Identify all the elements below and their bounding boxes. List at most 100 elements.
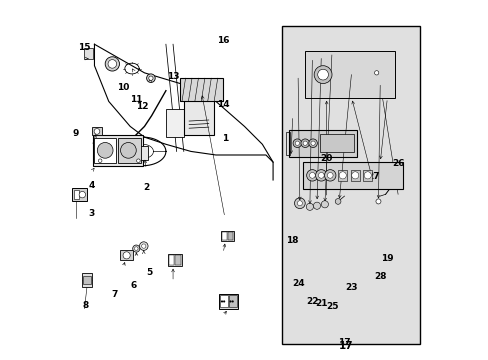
Circle shape <box>229 300 231 302</box>
Text: 6: 6 <box>130 281 137 290</box>
Bar <box>83 48 93 59</box>
Text: 20: 20 <box>320 154 332 163</box>
Circle shape <box>294 198 305 208</box>
Bar <box>139 146 148 160</box>
Bar <box>320 134 353 152</box>
Bar <box>118 138 141 163</box>
Text: 9: 9 <box>72 129 79 138</box>
Text: 3: 3 <box>89 210 95 219</box>
Circle shape <box>374 71 378 75</box>
Text: 14: 14 <box>216 100 229 109</box>
Circle shape <box>123 252 130 259</box>
Bar <box>168 255 174 265</box>
Circle shape <box>315 170 326 181</box>
Text: 17: 17 <box>338 341 353 351</box>
Bar <box>165 109 183 137</box>
Bar <box>220 295 227 307</box>
Bar <box>363 170 371 181</box>
Text: 5: 5 <box>146 268 153 277</box>
Bar <box>338 170 346 181</box>
Text: 24: 24 <box>291 279 304 288</box>
Circle shape <box>300 139 309 148</box>
Bar <box>120 250 133 260</box>
Circle shape <box>313 202 320 209</box>
Text: 13: 13 <box>166 72 179 81</box>
Circle shape <box>375 199 380 204</box>
Circle shape <box>339 172 346 179</box>
Bar <box>93 135 142 166</box>
Bar <box>175 255 181 265</box>
Text: 4: 4 <box>89 181 95 190</box>
Circle shape <box>364 172 370 179</box>
Circle shape <box>335 199 340 204</box>
Bar <box>92 127 102 135</box>
Bar <box>167 254 182 266</box>
Bar <box>227 232 232 240</box>
Circle shape <box>231 300 233 302</box>
Circle shape <box>105 57 119 71</box>
Text: 25: 25 <box>325 302 338 311</box>
Circle shape <box>221 300 223 302</box>
Text: 19: 19 <box>380 254 393 263</box>
Circle shape <box>97 143 113 158</box>
Circle shape <box>136 159 140 162</box>
Text: 17: 17 <box>338 338 350 347</box>
Bar <box>288 130 356 157</box>
Bar <box>83 276 91 284</box>
Bar <box>222 232 227 240</box>
Circle shape <box>295 141 299 145</box>
Bar <box>82 273 92 287</box>
Circle shape <box>305 203 313 210</box>
Text: 28: 28 <box>373 272 386 281</box>
Bar <box>221 231 233 241</box>
Circle shape <box>317 69 328 80</box>
Bar <box>228 295 236 307</box>
Circle shape <box>148 76 153 80</box>
Text: 26: 26 <box>391 159 404 168</box>
Text: 27: 27 <box>366 172 379 181</box>
Bar <box>72 188 87 202</box>
Circle shape <box>309 172 315 178</box>
Text: 7: 7 <box>111 290 117 299</box>
Circle shape <box>310 141 315 145</box>
Text: 12: 12 <box>136 102 149 111</box>
Text: 21: 21 <box>314 299 327 308</box>
Text: 23: 23 <box>345 283 357 292</box>
Bar <box>305 51 394 98</box>
Text: 2: 2 <box>143 183 149 192</box>
Bar <box>180 78 223 102</box>
Circle shape <box>223 300 225 302</box>
Circle shape <box>132 245 140 252</box>
Bar <box>183 93 214 135</box>
Text: 16: 16 <box>216 36 229 45</box>
Circle shape <box>142 244 145 248</box>
Circle shape <box>326 172 332 178</box>
Bar <box>303 162 403 189</box>
Circle shape <box>292 139 301 148</box>
Circle shape <box>98 159 102 162</box>
Text: 22: 22 <box>305 297 318 306</box>
Bar <box>282 26 419 344</box>
Circle shape <box>146 74 155 82</box>
Circle shape <box>94 129 100 134</box>
Circle shape <box>324 170 335 181</box>
Bar <box>350 170 359 181</box>
Circle shape <box>351 172 358 179</box>
Text: 11: 11 <box>130 95 142 104</box>
Bar <box>285 132 289 155</box>
Circle shape <box>297 201 302 206</box>
Circle shape <box>79 192 85 198</box>
Circle shape <box>308 139 317 148</box>
Text: 8: 8 <box>82 301 88 310</box>
Circle shape <box>313 66 331 84</box>
Text: 18: 18 <box>286 236 298 245</box>
Bar <box>94 138 116 163</box>
Circle shape <box>318 172 324 178</box>
Bar <box>74 190 80 199</box>
Circle shape <box>134 247 138 250</box>
Text: 10: 10 <box>117 83 129 92</box>
Text: 1: 1 <box>221 134 227 143</box>
Circle shape <box>306 170 317 181</box>
Circle shape <box>139 242 148 250</box>
Text: 15: 15 <box>78 43 91 52</box>
